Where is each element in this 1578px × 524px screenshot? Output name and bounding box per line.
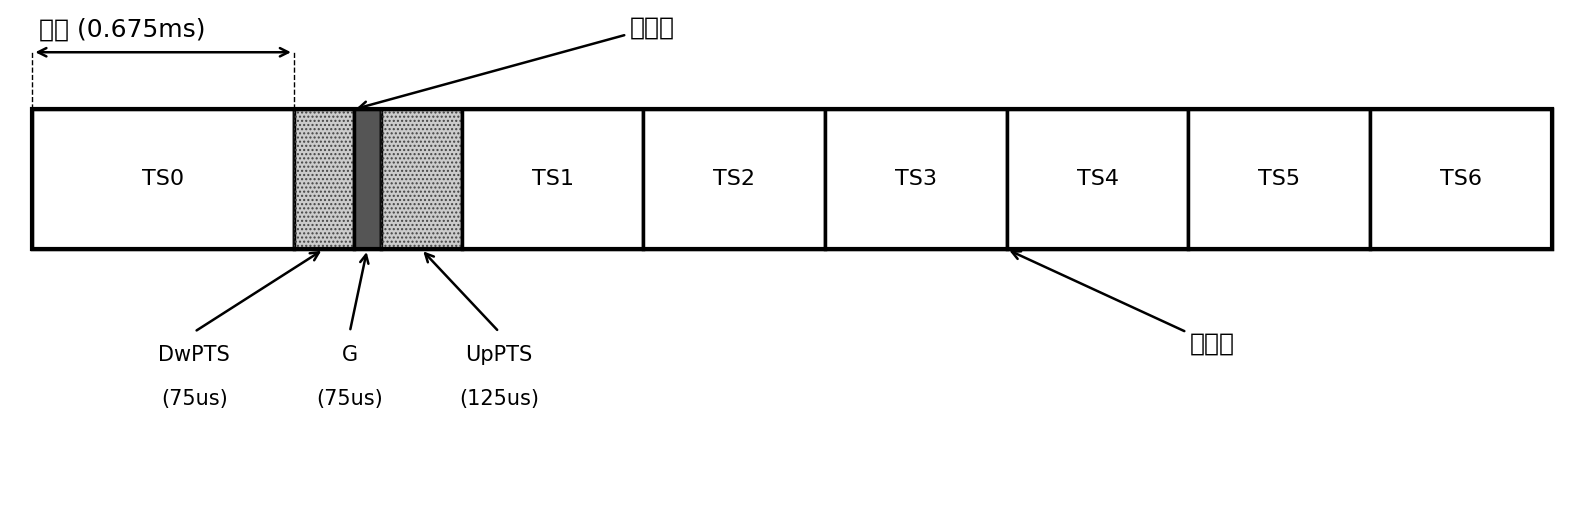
Text: DwPTS: DwPTS <box>158 345 230 365</box>
Bar <box>462 110 644 249</box>
Bar <box>1370 110 1551 249</box>
Bar <box>294 110 353 249</box>
Bar <box>825 110 1007 249</box>
Bar <box>353 110 380 249</box>
Text: TS0: TS0 <box>142 169 185 189</box>
Text: TS2: TS2 <box>713 169 756 189</box>
Text: UpPTS: UpPTS <box>466 345 533 365</box>
Text: TS5: TS5 <box>1258 169 1300 189</box>
Text: TS6: TS6 <box>1439 169 1482 189</box>
Bar <box>1188 110 1370 249</box>
Bar <box>380 110 462 249</box>
Text: (125us): (125us) <box>459 389 540 409</box>
Bar <box>294 110 353 249</box>
Text: 时隔 (0.675ms): 时隔 (0.675ms) <box>39 18 205 42</box>
Text: G: G <box>342 345 358 365</box>
Bar <box>33 110 1551 249</box>
Text: 转换点: 转换点 <box>1011 252 1234 356</box>
Text: TS3: TS3 <box>895 169 937 189</box>
Text: TS1: TS1 <box>532 169 573 189</box>
Text: TS4: TS4 <box>1076 169 1119 189</box>
Bar <box>644 110 825 249</box>
Text: 转换点: 转换点 <box>358 16 675 110</box>
Text: (75us): (75us) <box>161 389 227 409</box>
Bar <box>380 110 462 249</box>
Text: (75us): (75us) <box>317 389 383 409</box>
Bar <box>33 110 294 249</box>
Bar <box>1007 110 1188 249</box>
